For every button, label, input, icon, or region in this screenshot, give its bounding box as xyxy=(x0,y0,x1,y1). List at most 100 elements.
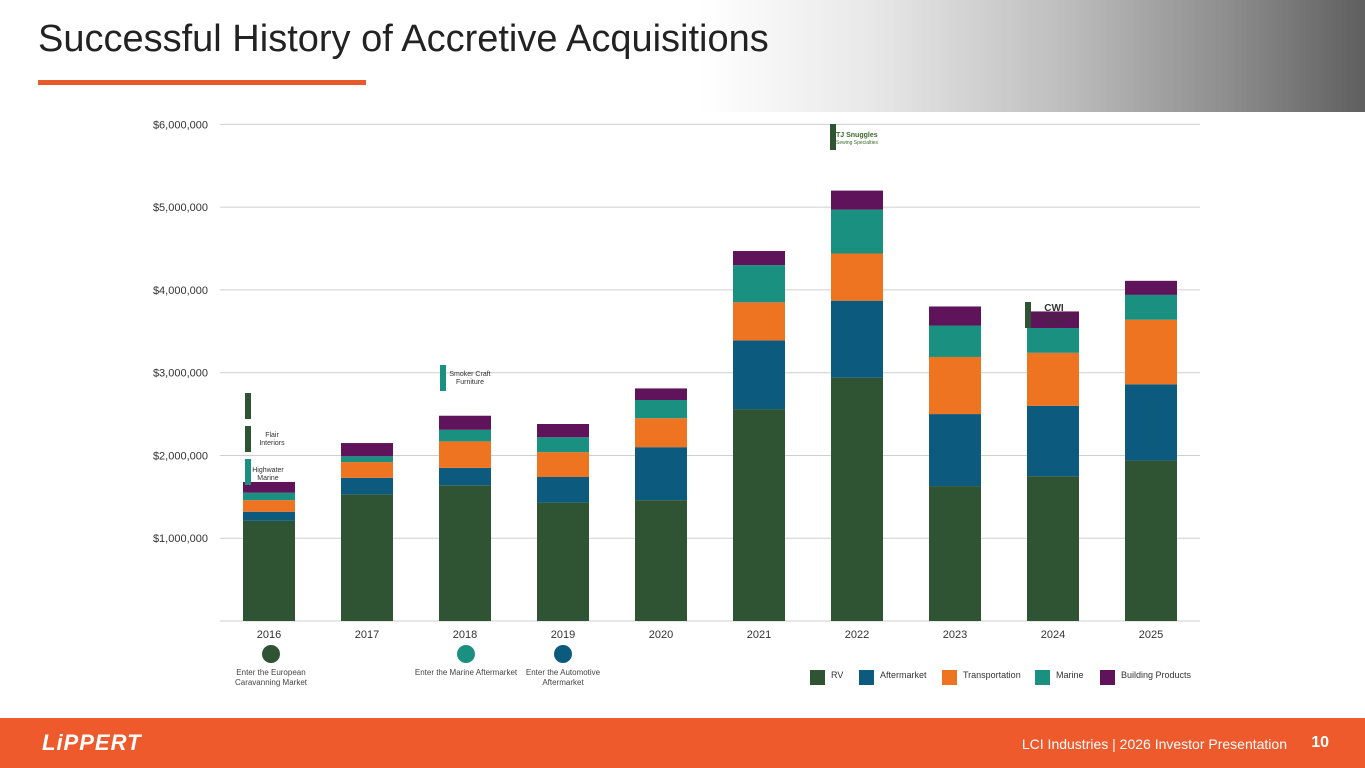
bar-segment-aftermarket-2024 xyxy=(1027,405,1079,477)
acq-marker-project2000 xyxy=(245,393,251,419)
bar-segment-aftermarket-2018 xyxy=(439,467,491,486)
legend-swatch-marine xyxy=(1035,670,1050,685)
bar-segment-marine-2022 xyxy=(831,209,883,254)
bar-segment-rv-2020 xyxy=(635,500,687,621)
bar-segment-marine-2018 xyxy=(439,429,491,442)
stacked-bar-chart: $1,000,000 $2,000,000 $3,000,000 $4,000,000… xyxy=(153,119,1200,641)
bar-segment-transportation-2023 xyxy=(929,356,981,415)
bar-segment-rv-2024 xyxy=(1027,476,1079,621)
page-title: Successful History of Accretive Acquisit… xyxy=(38,18,769,60)
bar-segment-marine-2023 xyxy=(929,325,981,357)
bar-segment-transportation-2021 xyxy=(733,302,785,341)
legend-label-marine: Marine xyxy=(1056,670,1084,680)
legend-swatch-rv xyxy=(810,670,825,685)
bar-segment-transportation-2016 xyxy=(243,500,295,512)
lippert-logo: LiPPERT xyxy=(42,730,142,755)
legend-swatch-transportation xyxy=(942,670,957,685)
x-tick-label: 2025 xyxy=(1139,629,1163,641)
bar-segment-marine-2025 xyxy=(1125,294,1177,320)
bar-segment-marine-2020 xyxy=(635,400,687,419)
milestone-label-automotive: Enter the Automotive Aftermarket xyxy=(525,668,601,687)
acq-label-tj-sub: Sewing Specialties xyxy=(836,140,878,146)
x-tick-label: 2018 xyxy=(453,629,477,641)
y-tick-label: $3,000,000 xyxy=(153,368,208,380)
bar-segment-aftermarket-2025 xyxy=(1125,384,1177,461)
acq-marker-tj xyxy=(830,124,836,150)
bar-segment-rv-2019 xyxy=(537,502,589,621)
legend-label-rv: RV xyxy=(831,670,844,680)
bar-segment-transportation-2020 xyxy=(635,418,687,448)
legend-label-transportation: Transportation xyxy=(963,670,1021,680)
bar-segment-marine-2021 xyxy=(733,265,785,303)
milestone-dot-european xyxy=(262,645,280,663)
bar-segment-aftermarket-2017 xyxy=(341,477,393,495)
acq-marker-cwi xyxy=(1025,302,1031,328)
acq-label-flair: Flair Interiors xyxy=(259,432,285,447)
bar-segment-marine-2019 xyxy=(537,437,589,453)
y-tick-label: $1,000,000 xyxy=(153,533,208,545)
bar-segment-building-products-2017 xyxy=(341,443,393,457)
bar-segment-transportation-2018 xyxy=(439,441,491,468)
bar-segment-aftermarket-2022 xyxy=(831,300,883,378)
bar-segment-building-products-2020 xyxy=(635,388,687,401)
bar-segment-aftermarket-2020 xyxy=(635,447,687,501)
bar-segment-transportation-2024 xyxy=(1027,352,1079,406)
bar-segment-building-products-2024 xyxy=(1027,311,1079,328)
x-tick-label: 2023 xyxy=(943,629,967,641)
bar-segment-rv-2016 xyxy=(243,520,295,621)
acq-label-highwater: Highwater Marine xyxy=(252,467,284,482)
y-tick-label: $2,000,000 xyxy=(153,450,208,462)
milestone-dot-automotive xyxy=(554,645,572,663)
bar-segment-building-products-2022 xyxy=(831,190,883,210)
y-tick-label: $4,000,000 xyxy=(153,285,208,297)
legend-label-aftermarket: Aftermarket xyxy=(880,670,927,680)
bar-segment-marine-2024 xyxy=(1027,327,1079,353)
x-tick-label: 2017 xyxy=(355,629,379,641)
header-photo xyxy=(700,0,1365,112)
bar-segment-building-products-2021 xyxy=(733,251,785,266)
x-tick-label: 2020 xyxy=(649,629,673,641)
bar-segment-building-products-2018 xyxy=(439,415,491,430)
bar-segment-building-products-2023 xyxy=(929,306,981,326)
bar-segment-rv-2018 xyxy=(439,485,491,621)
footer-bar: LiPPERT LCI Industries | 2026 Investor P… xyxy=(0,718,1365,768)
legend-swatch-aftermarket xyxy=(859,670,874,685)
x-tick-label: 2022 xyxy=(845,629,869,641)
milestone-label-marine: Enter the Marine Aftermarket xyxy=(414,668,518,677)
bar-segment-rv-2025 xyxy=(1125,460,1177,621)
bar-segment-building-products-2019 xyxy=(537,424,589,438)
x-tick-label: 2019 xyxy=(551,629,575,641)
bar-segment-transportation-2019 xyxy=(537,452,589,477)
bar-segment-aftermarket-2016 xyxy=(243,511,295,521)
page-number: 10 xyxy=(1311,734,1329,751)
bar-segment-building-products-2025 xyxy=(1125,280,1177,295)
bar-segment-transportation-2017 xyxy=(341,462,393,478)
bar-segment-aftermarket-2023 xyxy=(929,414,981,487)
milestone-label-european: Enter the European Caravanning Market xyxy=(234,668,308,687)
bar-segment-rv-2023 xyxy=(929,486,981,621)
bar-segment-marine-2016 xyxy=(243,492,295,501)
x-tick-label: 2016 xyxy=(257,629,281,641)
x-tick-label: 2021 xyxy=(747,629,771,641)
bar-segment-building-products-2016 xyxy=(243,481,295,493)
legend-swatch-building-products xyxy=(1100,670,1115,685)
acq-label-smokercraft: Smoker Craft Furniture xyxy=(449,371,491,386)
milestone-dot-marine xyxy=(457,645,475,663)
y-tick-label: $6,000,000 xyxy=(153,119,208,131)
bar-segment-marine-2017 xyxy=(341,456,393,463)
bar-segment-rv-2017 xyxy=(341,494,393,621)
bar-segment-transportation-2025 xyxy=(1125,319,1177,385)
bar-segment-aftermarket-2021 xyxy=(733,340,785,410)
y-tick-label: $5,000,000 xyxy=(153,202,208,214)
x-tick-label: 2024 xyxy=(1041,629,1065,641)
acq-label-tj: TJ Snuggles xyxy=(836,132,878,139)
title-underline xyxy=(38,80,366,85)
acq-label-cwi-sub: Camping World Interiors xyxy=(1033,314,1075,326)
acq-label-cwi: CWI xyxy=(1044,303,1064,314)
bar-segment-rv-2021 xyxy=(733,409,785,621)
acq-marker-highwater xyxy=(245,459,251,485)
bar-segment-transportation-2022 xyxy=(831,253,883,301)
acq-marker-smokercraft xyxy=(440,365,446,391)
acq-marker-flair xyxy=(245,426,251,452)
bar-segment-rv-2022 xyxy=(831,377,883,621)
